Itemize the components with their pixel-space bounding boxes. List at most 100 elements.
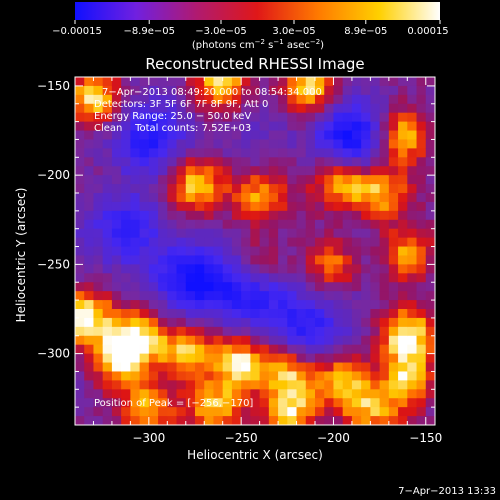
heatmap-pixel [379, 389, 390, 399]
heatmap-pixel [111, 255, 122, 265]
heatmap-pixel [213, 103, 224, 114]
heatmap-pixel [102, 326, 113, 337]
heatmap-pixel [139, 255, 150, 265]
heatmap-pixel [121, 282, 131, 292]
heatmap-pixel [278, 121, 288, 132]
heatmap-pixel [204, 130, 215, 141]
heatmap-pixel [333, 85, 344, 96]
heatmap-pixel [268, 416, 279, 425]
heatmap-pixel [370, 246, 381, 257]
heatmap-pixel [139, 77, 150, 87]
heatmap-pixel [296, 264, 307, 274]
heatmap-pixel [204, 291, 215, 301]
heatmap-pixel [167, 184, 178, 194]
heatmap-pixel [361, 264, 371, 274]
heatmap-pixel [259, 148, 270, 158]
heatmap-pixel [111, 380, 122, 390]
heatmap-pixel [407, 317, 418, 328]
heatmap-pixel [195, 416, 205, 425]
heatmap-pixel [195, 85, 205, 96]
heatmap-pixel [84, 184, 95, 194]
heatmap-pixel [425, 130, 435, 141]
heatmap-pixel [268, 112, 279, 123]
heatmap-pixel [241, 148, 251, 158]
heatmap-pixel [213, 112, 224, 123]
heatmap-pixel [379, 317, 390, 328]
heatmap-pixel [84, 77, 95, 87]
heatmap-pixel [121, 210, 131, 221]
heatmap-pixel [130, 344, 141, 355]
heatmap-pixel [388, 264, 399, 274]
heatmap-pixel [278, 398, 288, 408]
heatmap-pixel [305, 193, 316, 203]
heatmap-pixel [287, 335, 298, 346]
heatmap-pixel [268, 309, 279, 319]
heatmap-pixel [425, 362, 435, 373]
heatmap-pixel [407, 94, 418, 105]
heatmap-pixel [333, 407, 344, 417]
heatmap-pixel [305, 344, 316, 355]
heatmap-pixel [305, 291, 316, 301]
heatmap-pixel [139, 228, 150, 239]
heatmap-pixel [195, 246, 205, 257]
heatmap-pixel [425, 201, 435, 212]
heatmap-pixel [102, 175, 113, 185]
heatmap-pixel [379, 112, 390, 123]
heatmap-pixel [407, 184, 418, 194]
heatmap-pixel [324, 291, 335, 301]
heatmap-pixel [361, 380, 371, 390]
heatmap-pixel [287, 139, 298, 149]
heatmap-pixel [351, 398, 362, 408]
heatmap-pixel [148, 273, 159, 283]
heatmap-pixel [176, 228, 187, 239]
heatmap-pixel [213, 282, 224, 292]
heatmap-pixel [185, 139, 196, 149]
heatmap-pixel [287, 157, 298, 167]
heatmap-pixel [388, 317, 399, 328]
heatmap-pixel [75, 362, 85, 373]
heatmap-pixel [158, 201, 168, 212]
heatmap-pixel [102, 130, 113, 141]
heatmap-pixel [398, 309, 408, 319]
heatmap-pixel [407, 210, 418, 221]
heatmap-pixel [370, 175, 381, 185]
heatmap-pixel [93, 273, 104, 283]
heatmap-pixel [84, 157, 95, 167]
heatmap-pixel [324, 344, 335, 355]
heatmap-pixel [185, 389, 196, 399]
heatmap-pixel [351, 193, 362, 203]
heatmap-pixel [93, 219, 104, 230]
heatmap-pixel [231, 201, 242, 212]
heatmap-pixel [231, 407, 242, 417]
heatmap-pixel [213, 219, 224, 230]
heatmap-pixel [204, 94, 215, 105]
heatmap-pixel [305, 175, 316, 185]
heatmap-pixel [93, 282, 104, 292]
heatmap-pixel [121, 85, 131, 96]
heatmap-pixel [222, 121, 233, 132]
heatmap-pixel [416, 291, 427, 301]
heatmap-pixel [250, 112, 261, 123]
heatmap-pixel [148, 264, 159, 274]
heatmap-pixel [148, 166, 159, 176]
energy-range-text: Energy Range: 25.0 − 50.0 keV [94, 111, 251, 122]
heatmap-pixel [315, 157, 325, 167]
heatmap-pixel [305, 273, 316, 283]
heatmap-pixel [84, 85, 95, 96]
heatmap-pixel [407, 371, 418, 381]
heatmap-pixel [222, 219, 233, 230]
heatmap-pixel [231, 353, 242, 364]
heatmap-pixel [139, 94, 150, 105]
heatmap-pixel [296, 300, 307, 310]
heatmap-pixel [407, 264, 418, 274]
y-tick-label: −300 [37, 347, 70, 361]
heatmap-pixel [241, 175, 251, 185]
heatmap-pixel [185, 103, 196, 114]
heatmap-pixel [102, 148, 113, 158]
heatmap-pixel [361, 273, 371, 283]
heatmap-pixel [398, 184, 408, 194]
heatmap-pixel [388, 326, 399, 337]
heatmap-pixel [75, 291, 85, 301]
heatmap-pixel [305, 282, 316, 292]
heatmap-pixel [259, 139, 270, 149]
